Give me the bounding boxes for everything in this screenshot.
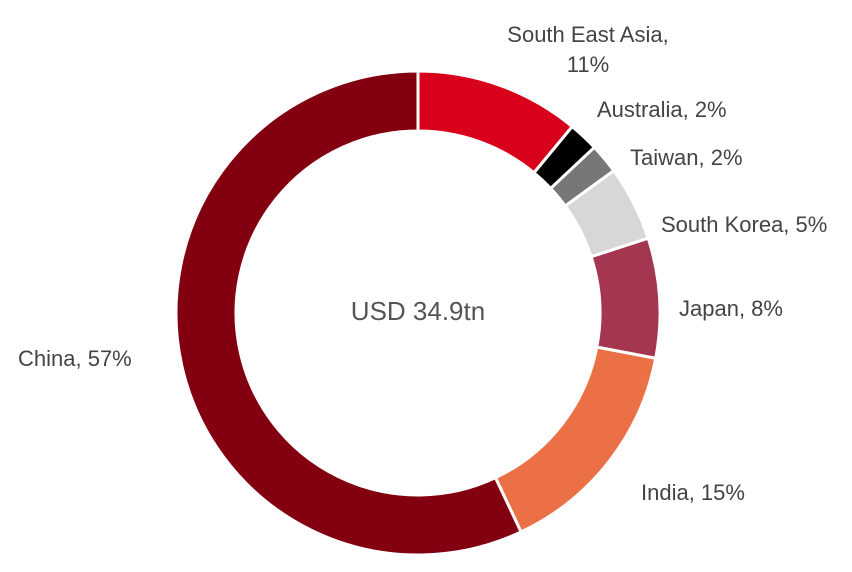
donut-slice: [589, 236, 662, 361]
slice-label: Australia, 2%: [597, 97, 727, 122]
slice-label: China, 57%: [18, 346, 132, 371]
center-label: USD 34.9tn: [350, 296, 486, 326]
slice-label: India, 15%: [641, 480, 745, 505]
donut-slice: [493, 345, 658, 534]
slice-label: Taiwan, 2%: [630, 145, 743, 170]
donut-slice: [174, 69, 524, 557]
slice-label: South East Asia, 11%: [507, 22, 669, 77]
slice-label: South Korea, 5%: [661, 212, 828, 237]
slice-label: Japan, 8%: [679, 296, 783, 321]
